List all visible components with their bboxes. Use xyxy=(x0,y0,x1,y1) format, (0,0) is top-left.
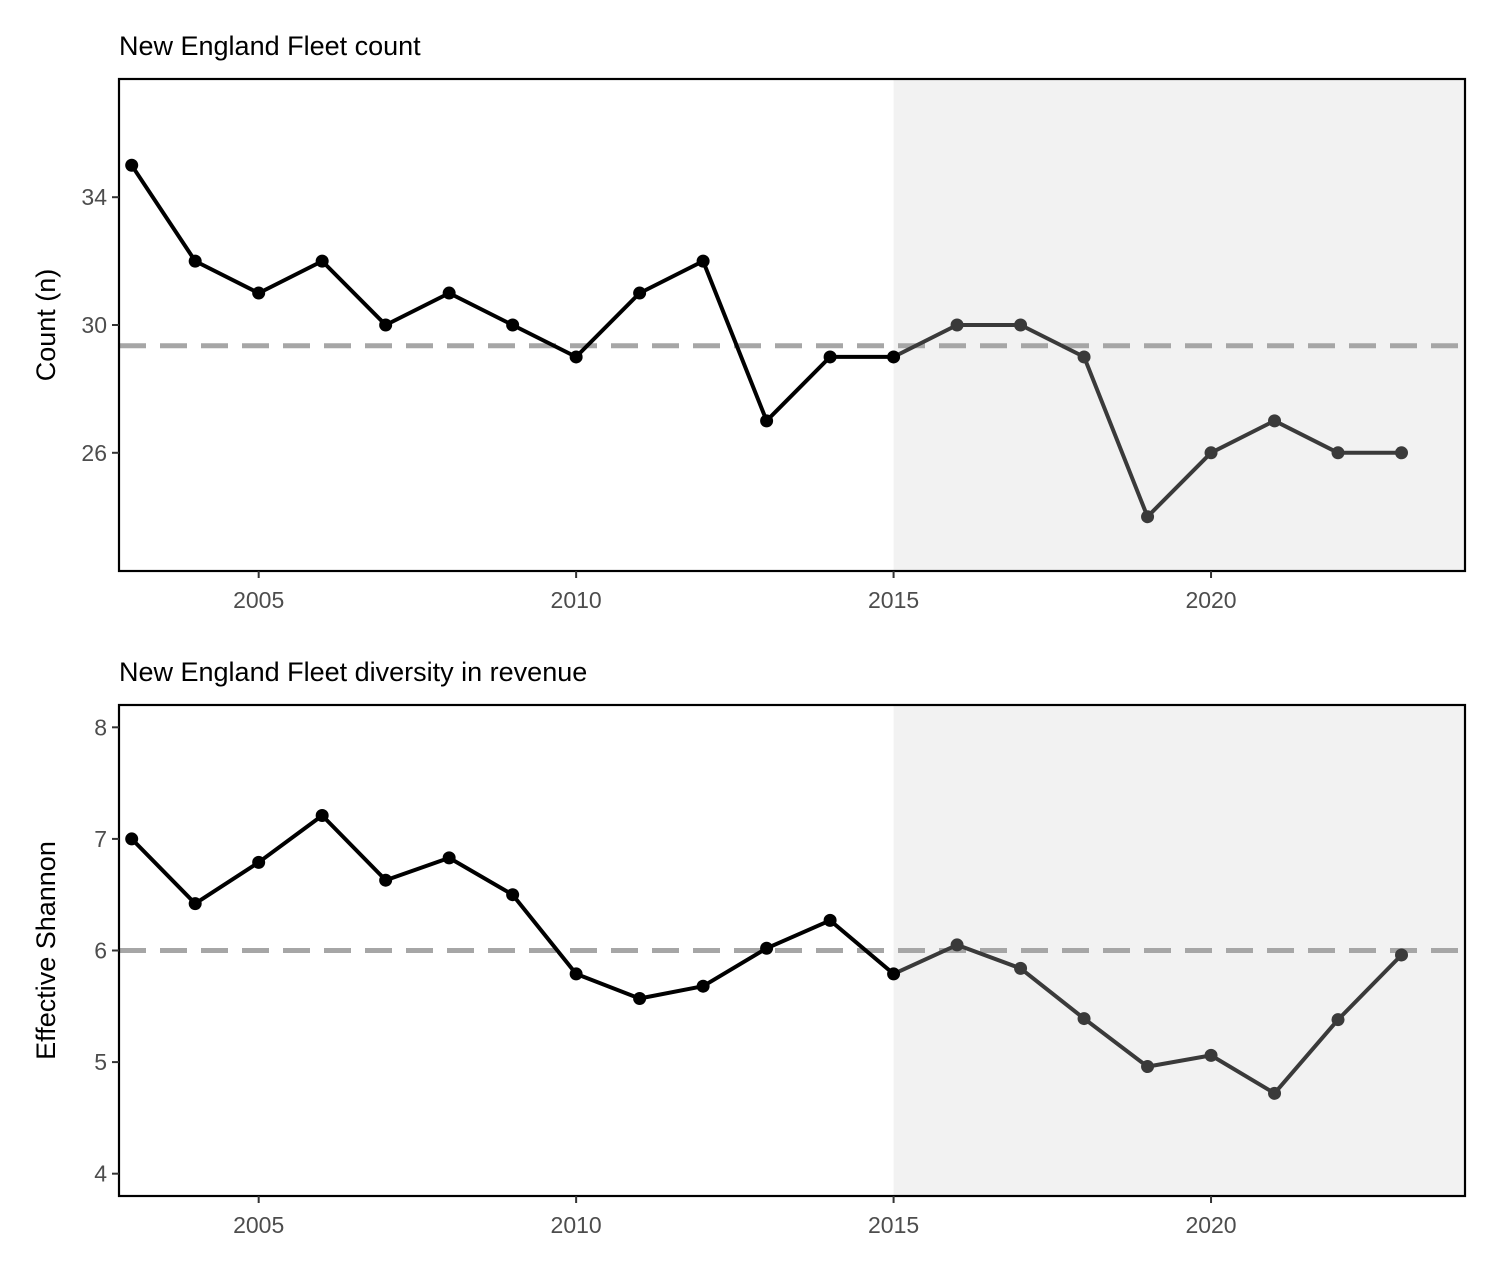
y-tick-label: 4 xyxy=(94,1161,107,1187)
x-tick-label: 2015 xyxy=(868,1212,919,1238)
data-point xyxy=(569,967,583,981)
data-point xyxy=(887,967,901,981)
data-point xyxy=(633,286,647,300)
x-tick-label: 2005 xyxy=(233,587,284,613)
data-point xyxy=(950,938,964,952)
data-point xyxy=(1395,446,1409,460)
data-point xyxy=(823,350,837,364)
data-point xyxy=(1077,1012,1091,1026)
data-point xyxy=(442,851,456,865)
y-tick-label: 6 xyxy=(94,938,107,964)
data-point xyxy=(696,254,710,268)
data-point xyxy=(1014,318,1028,332)
data-point xyxy=(125,832,139,846)
data-point xyxy=(315,808,329,822)
chart-title: New England Fleet diversity in revenue xyxy=(119,657,587,687)
y-tick-label: 34 xyxy=(81,184,107,210)
data-point xyxy=(379,873,393,887)
x-tick-label: 2020 xyxy=(1185,587,1236,613)
data-point xyxy=(1204,446,1218,460)
data-point xyxy=(252,286,266,300)
data-point xyxy=(442,286,456,300)
data-point xyxy=(950,318,964,332)
data-point xyxy=(823,913,837,927)
data-point xyxy=(188,897,202,911)
data-point xyxy=(760,941,774,955)
data-point xyxy=(887,350,901,364)
y-tick-label: 26 xyxy=(81,440,107,466)
data-point xyxy=(1331,1013,1345,1027)
y-tick-label: 8 xyxy=(94,714,107,740)
x-tick-label: 2015 xyxy=(868,587,919,613)
chart-panel-1: 2005 2010 2015 2020 26 30 34 New England Fleet … xyxy=(31,31,1467,613)
data-point xyxy=(506,888,520,902)
data-point xyxy=(1014,961,1028,975)
data-point xyxy=(1268,414,1282,428)
data-point xyxy=(506,318,520,332)
y-tick-label: 30 xyxy=(81,312,107,338)
x-tick-label: 2010 xyxy=(551,587,602,613)
data-point xyxy=(696,979,710,993)
y-axis-label: Count (n) xyxy=(31,269,61,382)
data-point xyxy=(1077,350,1091,364)
data-point xyxy=(633,991,647,1005)
chart-title: New England Fleet count xyxy=(119,31,421,61)
shaded-recent-period xyxy=(893,705,1465,1196)
data-point xyxy=(379,318,393,332)
data-point xyxy=(760,414,774,428)
data-point xyxy=(1395,948,1409,962)
data-point xyxy=(125,158,139,172)
series-line-historical xyxy=(129,163,896,423)
data-point xyxy=(188,254,202,268)
data-point xyxy=(1141,510,1155,524)
x-tick-label: 2020 xyxy=(1185,1212,1236,1238)
y-tick-label: 5 xyxy=(94,1049,107,1075)
series-line-historical xyxy=(129,813,896,1001)
y-tick-label: 7 xyxy=(94,826,107,852)
y-axis-label: Effective Shannon xyxy=(31,841,61,1060)
data-point xyxy=(315,254,329,268)
data-point xyxy=(1204,1048,1218,1062)
chart-panel-2: 2005 2010 2015 2020 4 5 6 7 8 New England Fleet d… xyxy=(31,657,1467,1238)
data-point xyxy=(1141,1060,1155,1074)
data-point xyxy=(252,855,266,869)
data-point xyxy=(1331,446,1345,460)
data-point xyxy=(569,350,583,364)
x-tick-label: 2010 xyxy=(551,1212,602,1238)
x-tick-label: 2005 xyxy=(233,1212,284,1238)
data-point xyxy=(1268,1086,1282,1100)
